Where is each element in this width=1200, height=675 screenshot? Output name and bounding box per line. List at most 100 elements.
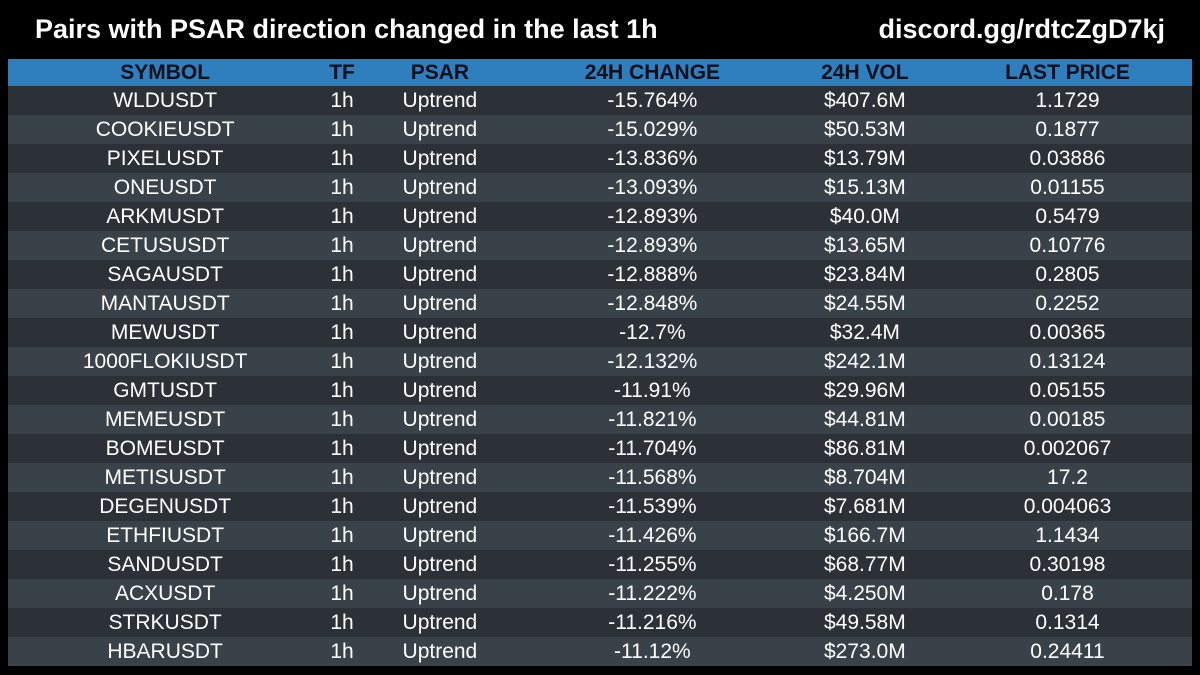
volume-cell: $13.79M [824, 147, 906, 170]
table-row[interactable]: ARKMUSDT 1h Uptrend -12.893% $40.0M 0.5479 [8, 202, 1192, 231]
psar-cell: Uptrend [402, 176, 478, 199]
price-cell: 17.2 [1047, 466, 1088, 489]
price-cell: 0.05155 [1029, 379, 1106, 402]
symbol-cell: COOKIEUSDT [95, 118, 235, 141]
symbol-cell: MEMEUSDT [105, 408, 226, 431]
table-row[interactable]: ONEUSDT 1h Uptrend -13.093% $15.13M 0.01155 [8, 173, 1192, 202]
symbol-cell: MANTAUSDT [100, 292, 230, 315]
price-cell: 0.1314 [1035, 611, 1100, 634]
table-row[interactable]: MEWUSDT 1h Uptrend -12.7% $32.4M 0.00365 [8, 318, 1192, 347]
price-cell: 0.10776 [1029, 234, 1106, 257]
table-row[interactable]: HBARUSDT 1h Uptrend -11.12% $273.0M 0.24411 [8, 637, 1192, 666]
price-cell: 0.30198 [1029, 553, 1106, 576]
table-row[interactable]: GMTUSDT 1h Uptrend -11.91% $29.96M 0.05155 [8, 376, 1192, 405]
column-header-24h-change[interactable]: 24H CHANGE [584, 61, 721, 84]
table-row[interactable]: 1000FLOKIUSDT 1h Uptrend -12.132% $242.1M 0.1… [8, 347, 1192, 376]
discord-link[interactable]: discord.gg/rdtcZgD7kj [878, 14, 1165, 44]
psar-cell: Uptrend [402, 292, 478, 315]
symbol-cell: SAGAUSDT [107, 263, 223, 286]
symbol-cell: GMTUSDT [113, 379, 218, 402]
tf-cell: 1h [330, 582, 354, 605]
volume-cell: $7.681M [824, 495, 906, 518]
price-cell: 0.2252 [1035, 292, 1100, 315]
volume-cell: $32.4M [829, 321, 900, 344]
price-cell: 0.178 [1041, 582, 1094, 605]
table-row[interactable]: SANDUSDT 1h Uptrend -11.255% $68.77M 0.30198 [8, 550, 1192, 579]
psar-cell: Uptrend [402, 234, 478, 257]
symbol-cell: WLDUSDT [113, 89, 218, 112]
table-row[interactable]: COOKIEUSDT 1h Uptrend -15.029% $50.53M 0.1877 [8, 115, 1192, 144]
symbol-cell: ACXUSDT [114, 582, 216, 605]
column-header-tf[interactable]: TF [329, 61, 355, 84]
change-cell: -15.764% [607, 89, 698, 112]
change-cell: -11.222% [608, 582, 697, 605]
psar-cell: Uptrend [402, 582, 478, 605]
psar-cell: Uptrend [402, 437, 478, 460]
psar-cell: Uptrend [402, 524, 478, 547]
volume-cell: $29.96M [824, 379, 906, 402]
column-header-symbol[interactable]: SYMBOL [120, 61, 211, 84]
volume-cell: $4.250M [824, 582, 906, 605]
table-row[interactable]: MEMEUSDT 1h Uptrend -11.821% $44.81M 0.00185 [8, 405, 1192, 434]
tf-cell: 1h [330, 466, 354, 489]
tf-cell: 1h [330, 553, 354, 576]
change-cell: -12.888% [607, 263, 698, 286]
symbol-cell: ARKMUSDT [106, 205, 225, 228]
column-header-last-price[interactable]: LAST PRICE [1005, 61, 1130, 84]
table-row[interactable]: BOMEUSDT 1h Uptrend -11.704% $86.81M 0.002067 [8, 434, 1192, 463]
change-cell: -11.255% [608, 553, 697, 576]
symbol-cell: PIXELUSDT [106, 147, 224, 170]
volume-cell: $86.81M [824, 437, 906, 460]
price-cell: 0.00365 [1029, 321, 1106, 344]
table-body: WLDUSDT 1h Uptrend -15.764% $407.6M 1.1729 COO… [8, 86, 1192, 666]
psar-cell: Uptrend [402, 611, 478, 634]
change-cell: -11.821% [608, 408, 697, 431]
change-cell: -11.704% [608, 437, 697, 460]
change-cell: -11.216% [608, 611, 697, 634]
table-row[interactable]: ETHFIUSDT 1h Uptrend -11.426% $166.7M 1.1434 [8, 521, 1192, 550]
table-row[interactable]: ACXUSDT 1h Uptrend -11.222% $4.250M 0.178 [8, 579, 1192, 608]
price-cell: 0.03886 [1029, 147, 1106, 170]
price-cell: 0.00185 [1029, 408, 1106, 431]
symbol-cell: ETHFIUSDT [106, 524, 225, 547]
symbol-cell: BOMEUSDT [105, 437, 225, 460]
column-header-psar[interactable]: PSAR [410, 61, 470, 84]
volume-cell: $24.55M [824, 292, 906, 315]
change-cell: -11.539% [608, 495, 697, 518]
price-cell: 1.1729 [1035, 89, 1100, 112]
table-row[interactable]: METISUSDT 1h Uptrend -11.568% $8.704M 17.2 [8, 463, 1192, 492]
page-title: Pairs with PSAR direction changed in the… [35, 14, 658, 44]
change-cell: -11.91% [614, 379, 691, 402]
price-cell: 1.1434 [1035, 524, 1100, 547]
table-row[interactable]: SAGAUSDT 1h Uptrend -12.888% $23.84M 0.2805 [8, 260, 1192, 289]
psar-cell: Uptrend [402, 89, 478, 112]
psar-cell: Uptrend [402, 466, 478, 489]
table-row[interactable]: WLDUSDT 1h Uptrend -15.764% $407.6M 1.1729 [8, 86, 1192, 115]
psar-cell: Uptrend [402, 495, 478, 518]
tf-cell: 1h [330, 234, 354, 257]
table-row[interactable]: STRKUSDT 1h Uptrend -11.216% $49.58M 0.1314 [8, 608, 1192, 637]
symbol-cell: MEWUSDT [110, 321, 220, 344]
table-row[interactable]: CETUSUSDT 1h Uptrend -12.893% $13.65M 0.10776 [8, 231, 1192, 260]
volume-cell: $68.77M [824, 553, 906, 576]
column-header-24h-vol[interactable]: 24H VOL [821, 61, 909, 84]
price-cell: 0.002067 [1023, 437, 1112, 460]
change-cell: -12.132% [607, 350, 698, 373]
psar-cell: Uptrend [402, 408, 478, 431]
symbol-cell: ONEUSDT [113, 176, 217, 199]
table-row[interactable]: PIXELUSDT 1h Uptrend -13.836% $13.79M 0.03886 [8, 144, 1192, 173]
table-row[interactable]: MANTAUSDT 1h Uptrend -12.848% $24.55M 0.2252 [8, 289, 1192, 318]
price-cell: 0.24411 [1030, 640, 1105, 663]
table-row[interactable]: DEGENUSDT 1h Uptrend -11.539% $7.681M 0.00406… [8, 492, 1192, 521]
change-cell: -13.836% [607, 147, 698, 170]
price-cell: 0.2805 [1035, 263, 1100, 286]
volume-cell: $50.53M [824, 118, 906, 141]
page-header: Pairs with PSAR direction changed in the… [0, 0, 1200, 60]
tf-cell: 1h [330, 524, 354, 547]
symbol-cell: HBARUSDT [107, 640, 223, 663]
volume-cell: $49.58M [824, 611, 906, 634]
change-cell: -11.12% [614, 640, 691, 663]
tf-cell: 1h [330, 205, 354, 228]
tf-cell: 1h [330, 176, 354, 199]
symbol-cell: 1000FLOKIUSDT [82, 350, 248, 373]
